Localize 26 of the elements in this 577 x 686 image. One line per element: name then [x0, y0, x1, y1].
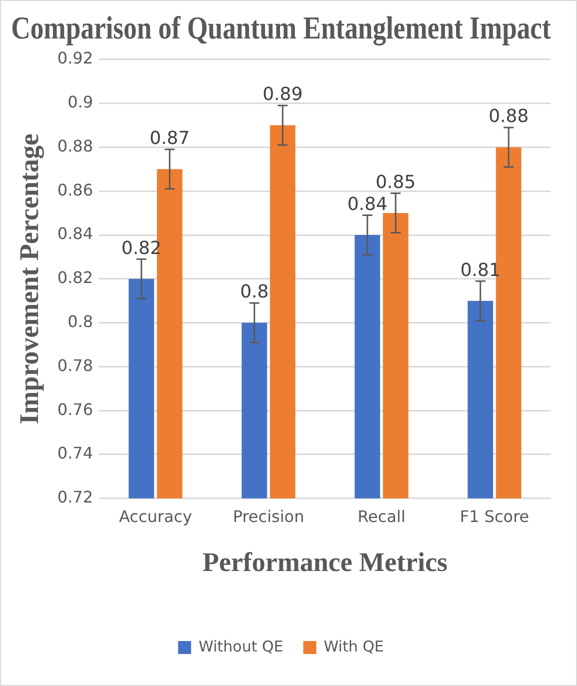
x-tick-label: Precision — [232, 507, 304, 526]
x-tick-label: Recall — [358, 507, 406, 526]
y-tick-label: 0.92 — [57, 48, 94, 68]
y-tick-label: 0.72 — [57, 488, 94, 507]
data-label: 0.87 — [150, 128, 190, 150]
x-tick-label: F1 Score — [460, 507, 530, 526]
y-axis-title: Improvement Percentage — [14, 134, 44, 424]
y-tick-label: 0.88 — [57, 136, 94, 156]
y-tick-label: 0.9 — [68, 92, 94, 112]
y-tick-label: 0.76 — [57, 400, 94, 419]
data-label: 0.85 — [376, 172, 416, 193]
legend-label: Without QE — [198, 637, 284, 656]
legend-label: With QE — [324, 637, 384, 656]
x-tick-label: Accuracy — [119, 507, 192, 526]
y-tick-label: 0.86 — [57, 180, 94, 200]
y-tick-label: 0.82 — [57, 268, 94, 288]
data-label: 0.88 — [488, 106, 529, 128]
y-tick-label: 0.74 — [57, 444, 94, 463]
x-axis-title: Performance Metrics — [202, 546, 448, 577]
data-label: 0.84 — [347, 194, 388, 215]
chart-title: Comparison of Quantum Entanglement Impact — [11, 11, 552, 46]
data-label: 0.8 — [240, 282, 269, 303]
data-label: 0.89 — [262, 84, 303, 106]
y-tick-label: 0.84 — [57, 224, 94, 244]
y-tick-label: 0.8 — [68, 312, 94, 331]
y-tick-label: 0.78 — [57, 356, 94, 375]
